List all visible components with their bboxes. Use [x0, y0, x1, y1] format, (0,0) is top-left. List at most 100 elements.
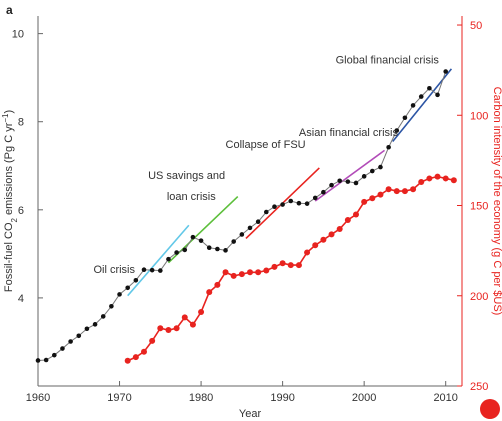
emission-point [443, 69, 448, 74]
intensity-point [295, 262, 302, 269]
y-left-tick-label: 8 [18, 117, 24, 129]
labels-layer: Year Fossil-fuel CO2 emissions (Pg C yr−1… [1, 3, 502, 420]
emission-point [35, 358, 41, 363]
emission-point [239, 232, 245, 237]
intensity-point [304, 249, 311, 256]
intensity-point [189, 321, 196, 328]
y-right-tick-label: 250 [470, 381, 488, 393]
emission-point [247, 225, 253, 231]
intensity-point [426, 175, 433, 182]
x-tick-label: 1960 [26, 392, 50, 404]
intensity-point [238, 271, 245, 278]
emission-point [394, 128, 400, 133]
y-left-tick-label: 6 [18, 205, 24, 217]
emission-point [410, 103, 416, 108]
intensity-point [442, 175, 449, 182]
emission-point [312, 195, 318, 201]
intensity-point [361, 198, 368, 205]
emission-point [117, 292, 122, 297]
emission-point [133, 277, 139, 283]
intensity-point [132, 354, 139, 361]
intensity-point [344, 216, 351, 223]
annotation-label: Asian financial crisis [299, 127, 399, 139]
x-axis-label: Year [239, 408, 262, 420]
emission-point [231, 239, 236, 244]
axes-layer: 1960 1970 1980 1990 2000 2010 4 6 8 10 50 100 150 200… [12, 16, 500, 419]
intensity-point [434, 173, 441, 180]
annotation-label: Global financial crisis [336, 55, 440, 67]
trend-segment [127, 224, 190, 297]
intensity-point [279, 260, 286, 267]
emission-point [125, 285, 130, 291]
x-tick-label: 2010 [433, 392, 457, 404]
intensity-point [450, 177, 457, 184]
emission-point [418, 94, 424, 99]
panel-label: a [6, 3, 13, 17]
intensity-point [287, 262, 294, 269]
emission-point [215, 246, 220, 252]
emission-point [109, 303, 114, 309]
intensity-point [336, 225, 343, 232]
x-tick-label: 1970 [107, 392, 131, 404]
emission-point [288, 198, 294, 204]
y-right-tick-label: 50 [470, 20, 482, 32]
emission-point [370, 168, 375, 174]
intensity-point [263, 267, 270, 274]
intensity-point [141, 348, 147, 355]
annotation-label: US savings and [148, 170, 225, 182]
emission-point [427, 85, 432, 91]
x-tick-label: 2000 [352, 392, 376, 404]
y-right-tick-label: 100 [470, 110, 488, 122]
emission-point [43, 357, 49, 363]
intensity-point [198, 309, 205, 315]
intensity-point [410, 186, 417, 193]
x-tick-label: 1990 [270, 392, 294, 404]
emission-point [52, 352, 57, 358]
intensity-point [255, 269, 262, 276]
emission-point [321, 189, 326, 195]
intensity-point [393, 188, 400, 195]
emission-point [60, 346, 65, 351]
intensity-point [377, 191, 384, 198]
intensity-point [369, 195, 376, 202]
emission-point [174, 250, 179, 255]
emission-point [304, 201, 310, 206]
emission-point [378, 164, 383, 170]
intensity-point [165, 327, 172, 334]
emission-point [68, 339, 73, 344]
emission-point [435, 92, 440, 98]
trend-segment [392, 68, 453, 143]
emission-point [361, 174, 367, 179]
emission-point [182, 247, 188, 253]
emission-point [272, 204, 277, 210]
intensity-point [173, 325, 180, 332]
emission-point [190, 234, 196, 240]
series-line [127, 175, 455, 362]
emission-point [76, 333, 82, 339]
emission-point [141, 267, 147, 273]
x-tick-label: 1980 [189, 392, 213, 404]
intensity-point [214, 281, 221, 288]
emission-point [206, 245, 212, 250]
emission-point [402, 115, 408, 121]
intensity-point [385, 186, 392, 193]
intensity-point [124, 357, 131, 364]
emission-point [329, 182, 334, 188]
decorative-dot [480, 399, 500, 419]
intensity-point [312, 242, 319, 249]
intensity-point [247, 269, 253, 276]
y-axis-right-label: Carbon intensity of the economy (g C per… [491, 87, 502, 316]
y-right-tick-label: 200 [470, 291, 488, 303]
series-layer [35, 69, 457, 364]
emission-point [166, 256, 171, 262]
y-left-tick-label: 10 [12, 29, 24, 41]
emission-point [223, 248, 228, 253]
intensity-point [353, 211, 359, 218]
emission-point [296, 200, 302, 206]
intensity-point [320, 236, 327, 243]
y-right-tick-label: 150 [470, 201, 488, 213]
trend-segment [314, 149, 386, 202]
intensity-point [418, 179, 425, 186]
emission-point [255, 219, 261, 225]
intensity-point [149, 337, 156, 344]
